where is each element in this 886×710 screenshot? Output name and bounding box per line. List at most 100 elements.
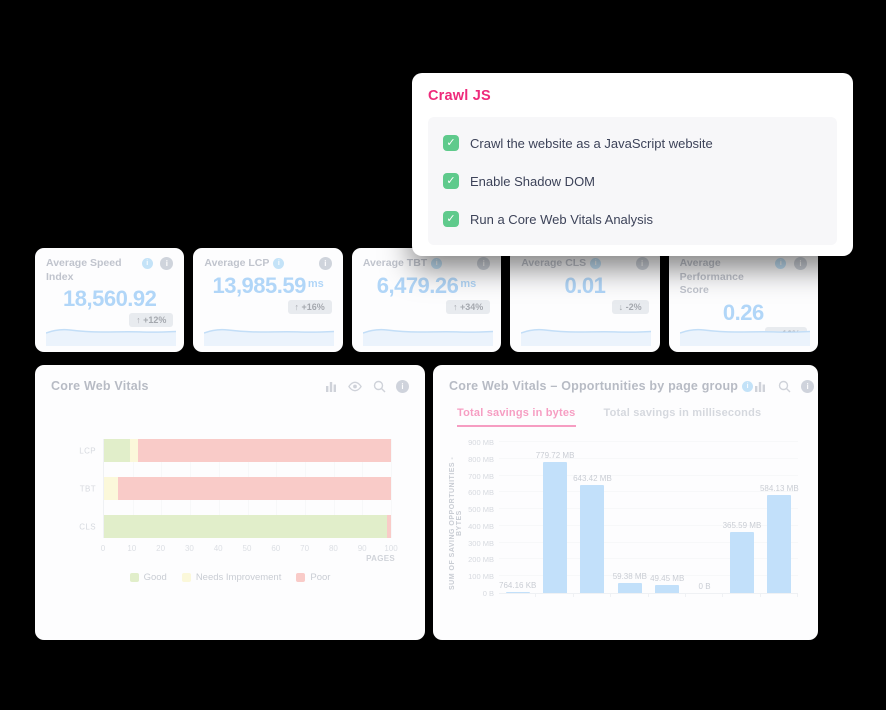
cwv-legend: Good Needs Improvement Poor — [51, 572, 409, 583]
kpi-title: Average CLS — [521, 257, 587, 269]
checkbox-checked-icon[interactable]: ✓ — [443, 173, 459, 189]
kpi-sparkline — [679, 328, 810, 346]
info-icon[interactable]: i — [477, 257, 491, 270]
legend-item[interactable]: Needs Improvement — [181, 572, 282, 583]
legend-item[interactable]: Good — [129, 572, 167, 583]
y-tick-label: 700 MB — [468, 471, 494, 481]
modal-options-panel: ✓ Crawl the website as a JavaScript websi… — [428, 117, 837, 245]
cwv-category-label: LCP — [79, 446, 96, 455]
opp-bar-slot: 59.38 MB — [611, 443, 649, 597]
legend-item[interactable]: Poor — [296, 572, 330, 583]
opp-bar — [729, 531, 754, 593]
gridline — [499, 508, 798, 510]
kpi-unit: ms — [307, 277, 324, 290]
opp-bar-slot: 764.16 KB — [499, 443, 537, 597]
kpi-value: 13,985.59 — [212, 272, 306, 298]
tab-milliseconds[interactable]: Total savings in milliseconds — [603, 407, 762, 419]
gridline — [161, 439, 163, 538]
y-tick-label: 500 MB — [468, 505, 494, 515]
x-tick-label: 30 — [184, 544, 194, 553]
bar-chart-icon[interactable] — [753, 379, 767, 393]
kpi-delta-badge: ↑ +16% — [287, 299, 332, 314]
y-tick-label: 300 MB — [468, 538, 494, 548]
kpi-card-2: Average LCP i i 13,985.59 ms ↑ +16% — [193, 248, 343, 352]
x-tick-label: 90 — [357, 544, 367, 553]
kpi-title: Average Performance Score — [679, 257, 744, 297]
modal-option-3[interactable]: ✓ Run a Core Web Vitals Analysis — [443, 200, 822, 238]
cwv-plot-area: LCP TBT CLS — [79, 439, 392, 538]
gridline — [218, 439, 220, 538]
x-tick-label: 10 — [127, 544, 137, 553]
cwv-bar-segment — [138, 439, 391, 462]
info-icon[interactable]: i — [794, 257, 808, 270]
info-dot-icon[interactable]: i — [273, 258, 285, 269]
checkbox-checked-icon[interactable]: ✓ — [443, 211, 459, 227]
info-icon[interactable]: i — [801, 379, 815, 393]
gridline — [499, 541, 798, 543]
info-dot-icon[interactable]: i — [775, 258, 787, 269]
core-web-vitals-title: Core Web Vitals — [51, 379, 149, 393]
tab-bytes[interactable]: Total savings in bytes — [457, 407, 576, 427]
legend-label: Good — [143, 572, 167, 583]
kpi-card-4: Average CLS i i 0.01 ↓ -2% — [510, 248, 660, 352]
kpi-value: 6,479.26 — [376, 272, 459, 298]
opp-bar-value-label: 49.45 MB — [650, 573, 685, 583]
info-dot-icon[interactable]: i — [742, 380, 754, 392]
info-dot-icon[interactable]: i — [590, 258, 602, 269]
x-tick-label: 100 — [384, 544, 398, 553]
kpi-sparkline — [204, 328, 335, 346]
kpi-delta-badge: ↑ +12% — [129, 313, 174, 328]
opp-bar-value-label: 0 B — [698, 582, 711, 591]
kpi-value-row: 0.01 — [521, 273, 648, 299]
legend-swatch — [129, 573, 139, 582]
y-tick-label: 100 MB — [468, 572, 494, 582]
cwv-bar-segment — [104, 477, 119, 500]
info-icon[interactable]: i — [160, 257, 174, 270]
info-icon[interactable]: i — [396, 379, 409, 393]
opp-bar-value-label: 643.42 MB — [573, 474, 612, 484]
opp-bar — [617, 583, 642, 593]
opp-bar-value-label: 59.38 MB — [612, 572, 647, 582]
opp-bar-value-label: 779.72 MB — [535, 451, 575, 461]
modal-option-label: Run a Core Web Vitals Analysis — [470, 211, 654, 227]
opp-bar — [543, 462, 568, 593]
opp-bar-slot: 584.13 MB — [760, 443, 799, 597]
info-dot-icon[interactable]: i — [431, 258, 443, 269]
kpi-sparkline — [46, 328, 176, 346]
zoom-icon[interactable] — [372, 379, 386, 393]
bar-chart-icon[interactable] — [324, 379, 338, 393]
eye-icon[interactable] — [348, 379, 362, 393]
opp-y-axis-ticks: 0 B 100 MB 200 MB 300 MB 400 MB 500 MB 600 MB 7… — [463, 438, 499, 598]
kpi-value-row: 18,560.92 — [46, 286, 173, 312]
opp-bar — [767, 495, 792, 593]
kpi-value: 18,560.92 — [63, 286, 157, 312]
checkbox-checked-icon[interactable]: ✓ — [443, 135, 459, 151]
gridline — [304, 439, 306, 538]
cwv-x-axis-label: PAGES — [366, 554, 395, 563]
kpi-sparkline — [521, 328, 652, 346]
zoom-icon[interactable] — [777, 379, 791, 393]
modal-option-2[interactable]: ✓ Enable Shadow DOM — [443, 162, 822, 200]
chart-card-row: Core Web Vitals i LCP TBT CL — [35, 365, 818, 640]
gridline — [499, 558, 798, 560]
y-tick-label: 800 MB — [468, 454, 494, 464]
kpi-value: 0.01 — [564, 272, 606, 298]
kpi-delta-badge: ↑ +34% — [445, 299, 491, 314]
opp-plot-area: 764.16 KB 779.72 MB 643.42 MB 59.38 MB 49.45… — [499, 441, 799, 597]
cwv-bar-track — [104, 439, 391, 462]
opp-bar-slot: 365.59 MB — [723, 443, 761, 597]
x-tick-label: 50 — [242, 544, 252, 553]
modal-option-label: Enable Shadow DOM — [470, 173, 596, 189]
kpi-title: Average TBT — [362, 257, 428, 269]
legend-label: Needs Improvement — [195, 572, 282, 583]
cwv-header-icons: i — [324, 379, 409, 393]
kpi-card-1: Average Speed Index i i 18,560.92 ↑ +12% — [35, 248, 185, 352]
gridline — [499, 457, 798, 459]
modal-option-1[interactable]: ✓ Crawl the website as a JavaScript websi… — [443, 124, 822, 162]
info-icon[interactable]: i — [635, 257, 649, 270]
core-web-vitals-card: Core Web Vitals i LCP TBT CL — [35, 365, 425, 640]
info-icon[interactable]: i — [318, 257, 332, 270]
kpi-value: 0.26 — [722, 299, 764, 325]
gridline — [333, 439, 335, 538]
info-dot-icon[interactable]: i — [141, 258, 153, 269]
